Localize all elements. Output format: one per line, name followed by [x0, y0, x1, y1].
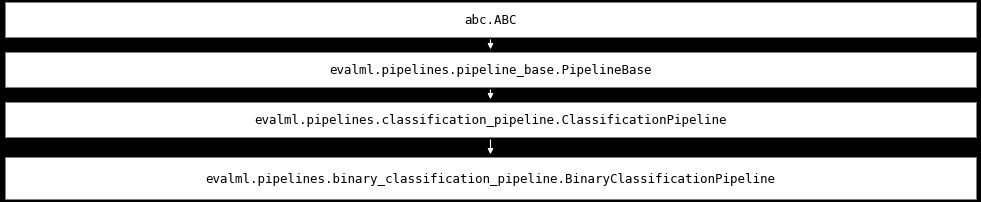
FancyBboxPatch shape — [5, 3, 976, 38]
Text: abc.ABC: abc.ABC — [464, 14, 517, 27]
Text: evalml.pipelines.pipeline_base.PipelineBase: evalml.pipelines.pipeline_base.PipelineB… — [330, 64, 651, 77]
FancyBboxPatch shape — [5, 102, 976, 137]
FancyBboxPatch shape — [5, 53, 976, 87]
Text: evalml.pipelines.classification_pipeline.ClassificationPipeline: evalml.pipelines.classification_pipeline… — [254, 114, 727, 126]
FancyBboxPatch shape — [5, 157, 976, 199]
Text: evalml.pipelines.binary_classification_pipeline.BinaryClassificationPipeline: evalml.pipelines.binary_classification_p… — [205, 172, 776, 185]
